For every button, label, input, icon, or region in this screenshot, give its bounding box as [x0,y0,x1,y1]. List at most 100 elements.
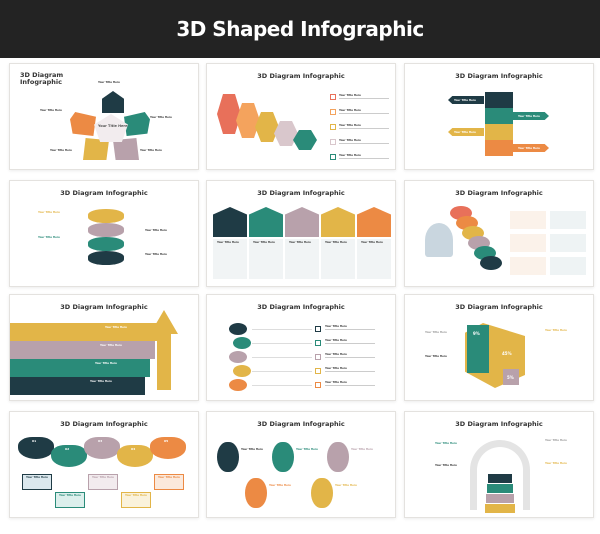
slide-thumbnail[interactable]: 3D Diagram Infographic Your Title Here You… [206,63,396,170]
item-icon [315,368,321,374]
slide-thumbnail[interactable]: 3D Diagram Infographic 01 Your Title Here 0… [9,411,199,518]
connector-line [252,343,312,344]
cube-mauve [503,369,519,385]
slide-thumbnail[interactable]: 3D Diagram Infographic Your Title Here You… [9,180,199,287]
item-title: Your Title Here [325,325,347,328]
item-icon [315,326,321,332]
text-card [550,257,586,275]
pentagon-segment [124,112,150,136]
item-title: Your Title Here [253,241,275,244]
text-card [550,234,586,252]
item-icon [330,109,336,115]
cylinder [217,442,239,472]
step-number: 02 [65,447,70,451]
text-panel [249,239,283,279]
stacked-block [485,92,513,108]
item-title: Your Title Here [545,329,567,332]
arch [470,440,530,510]
ring-disc [229,323,247,335]
hexagon-prism [255,112,279,142]
slide-thumbnail[interactable]: 3D Diagram Infographic Your Title Here You… [206,180,396,287]
arrow-label [448,96,484,104]
item-title: Your Title Here [335,484,357,487]
item-title: Your Title Here [361,241,383,244]
slide-title: 3D Diagram Infographic [257,303,345,311]
item-title: Your Title Here [26,476,48,479]
slide-thumbnail[interactable]: 3D Diagram Infographic 9% 45% 5% Your Title … [404,294,594,401]
item-title: Your Title Here [545,439,567,442]
item-title: Your Title Here [158,476,180,479]
hexagon-block [321,207,355,237]
slide-thumbnail[interactable]: 3D Diagram Infographic Your Title Here You… [404,63,594,170]
item-title: Your Title Here [145,253,167,256]
wave-segment [18,437,54,459]
item-title: Your Title Here [140,149,162,152]
text-line [339,158,389,159]
hexagon-prism [293,130,317,150]
ring-disc [233,365,251,377]
text-line [339,98,389,99]
item-title: Your Title Here [425,331,447,334]
wave-segment [51,445,87,467]
ring-disc [229,379,247,391]
text-card [510,211,546,229]
slide-thumbnail[interactable]: 3D Diagram Infographic Your Title Here You… [404,411,594,518]
band [10,341,155,359]
stacked-block [485,108,513,124]
slide-title: 3D Diagram Infographic [60,303,148,311]
item-title: Your Title Here [518,115,540,118]
item-title: Your Title Here [98,81,120,84]
slide-thumbnail[interactable]: 3D Diagram Infographic Your Title Here You… [206,411,396,518]
band [10,359,150,377]
stair-step [487,484,513,493]
item-title: Your Title Here [545,462,567,465]
ring-disc [229,351,247,363]
text-panel [285,239,319,279]
item-title: Your Title Here [339,94,361,97]
slide-title: 3D Diagram Infographic [257,72,345,80]
item-title: Your Title Here [269,484,291,487]
stacked-block [485,140,513,156]
center-pentagon [94,114,128,142]
stacked-ring [88,237,124,251]
slide-title: 3D Diagram Infographic [257,420,345,428]
text-card [55,492,85,508]
stacked-ring [88,223,124,237]
item-title: Your Title Here [95,362,117,365]
item-title: Your Title Here [59,494,81,497]
band [10,377,145,395]
item-title: Your Title Here [241,448,263,451]
text-card [510,234,546,252]
wave-segment [150,437,186,459]
text-card [550,211,586,229]
slide-thumbnail[interactable]: 3D Diagram Infographic Your Title Here You… [9,294,199,401]
connector-line [252,357,312,358]
item-icon [330,154,336,160]
wave-segment [117,445,153,467]
slide-thumbnail[interactable]: 3D Diagram Infographic [404,180,594,287]
item-title: Your Title Here [339,124,361,127]
stair-step [485,504,515,513]
hexagon-prism [217,94,241,134]
connector-line [252,371,312,372]
text-card [22,474,52,490]
item-title: Your Title Here [125,494,147,497]
cylinder [327,442,349,472]
item-title: Your Title Here [100,344,122,347]
stair-step [486,494,514,503]
item-title: Your Title Here [38,211,60,214]
page-title: 3D Shaped Infographic [176,17,424,41]
step-number: 03 [98,439,103,443]
item-title: Your Title Here [339,139,361,142]
value-label: 5% [507,375,514,380]
slide-thumbnail[interactable]: 3D Diagram Infographic Your Title Here You… [9,63,199,170]
slide-title: 3D Diagram Infographic [455,72,543,80]
hexagon-block [285,207,319,237]
item-icon [330,124,336,130]
hexagon-block [213,207,247,237]
text-line [325,357,375,358]
pentagon-segment [102,91,124,113]
header-banner: 3D Shaped Infographic [0,0,600,58]
arrow-label [448,128,484,136]
slide-thumbnail[interactable]: 3D Diagram Infographic Your Title Here You… [206,294,396,401]
